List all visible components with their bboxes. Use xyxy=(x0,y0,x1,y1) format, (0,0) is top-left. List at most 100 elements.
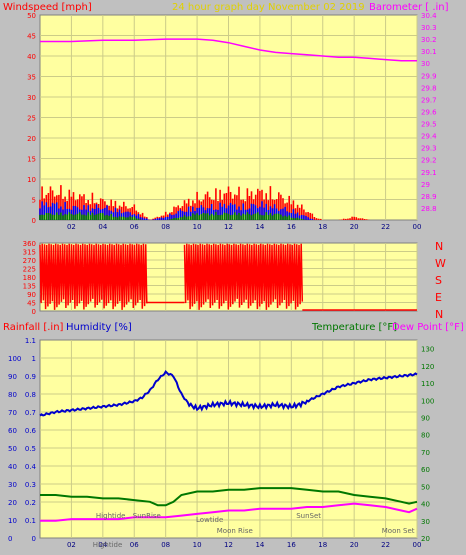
direction-y-tick: 315 xyxy=(23,249,36,257)
baro-y-tick: 29.9 xyxy=(421,72,437,80)
humidity-y-tick: 10 xyxy=(8,517,17,525)
direction-y-tick: 90 xyxy=(27,291,36,299)
baro-y-tick: 29.7 xyxy=(421,96,437,104)
wind-x-tick: 14 xyxy=(255,223,264,231)
rainfall-y-tick: 0.5 xyxy=(25,445,36,453)
direction-y-tick: 180 xyxy=(23,274,36,282)
temperature-y-tick: 100 xyxy=(421,397,434,405)
direction-y-tick: 225 xyxy=(23,266,36,274)
baro-y-tick: 29.2 xyxy=(421,157,437,165)
climate-x-tick: 08 xyxy=(161,541,170,549)
climate-x-tick: 12 xyxy=(224,541,233,549)
direction-y-tick: 45 xyxy=(27,300,36,308)
humidity-y-tick: 30 xyxy=(8,481,17,489)
baro-y-tick: 29.6 xyxy=(421,108,437,116)
rainfall-y-tick: 0.2 xyxy=(25,499,36,507)
rainfall-y-tick: 0.6 xyxy=(25,427,37,435)
rainfall-y-tick: 0.8 xyxy=(25,391,36,399)
climate-x-tick: 00 xyxy=(413,541,422,549)
direction-compass-label: S xyxy=(435,274,442,287)
climate-x-tick: 22 xyxy=(381,541,390,549)
wind-y-tick: 50 xyxy=(27,12,36,20)
windspeed-label: Windspeed [mph] xyxy=(3,2,92,13)
humidity-line xyxy=(39,369,418,417)
temperature-y-tick: 120 xyxy=(421,363,434,371)
temperature-y-tick: 90 xyxy=(421,414,430,422)
baro-y-tick: 28.9 xyxy=(421,193,437,201)
humidity-y-tick: 80 xyxy=(8,391,17,399)
wind-x-tick: 08 xyxy=(161,223,170,231)
wind-y-tick: 15 xyxy=(27,156,36,164)
event-label: Lowtide xyxy=(196,516,223,524)
baro-y-tick: 28.8 xyxy=(421,205,437,213)
wind-y-tick: 25 xyxy=(27,115,36,123)
climate-x-tick: 04 xyxy=(98,541,107,549)
temperature-y-tick: 50 xyxy=(421,483,430,491)
direction-y-tick: 360 xyxy=(23,240,36,248)
direction-y-tick: 270 xyxy=(23,257,36,265)
wind-x-tick: 02 xyxy=(67,223,76,231)
wind-x-tick: 00 xyxy=(413,223,422,231)
wind-x-tick: 04 xyxy=(98,223,107,231)
event-label: Hightide xyxy=(93,541,123,549)
humidity-y-tick: 90 xyxy=(8,373,17,381)
event-label: SunSet xyxy=(296,512,321,520)
dewpoint-label: Dew Point [°F] xyxy=(392,322,464,333)
rainfall-y-tick: 0.3 xyxy=(25,481,36,489)
direction-y-tick: 0 xyxy=(32,308,36,316)
climate-x-tick: 10 xyxy=(193,541,202,549)
wind-x-tick: 18 xyxy=(318,223,327,231)
humidity-y-tick: 40 xyxy=(8,463,17,471)
direction-oscillation xyxy=(39,243,148,310)
rainfall-y-tick: 0.1 xyxy=(25,517,36,525)
humidity-y-tick: 0 xyxy=(8,535,12,543)
baro-y-tick: 30.2 xyxy=(421,36,437,44)
rainfall-y-tick: 1 xyxy=(32,355,36,363)
humidity-y-tick: 100 xyxy=(8,355,21,363)
temperature-y-tick: 80 xyxy=(421,432,430,440)
climate-x-tick: 14 xyxy=(255,541,264,549)
climate-x-tick: 20 xyxy=(350,541,359,549)
temperature-y-tick: 60 xyxy=(421,466,430,474)
wind-y-tick: 40 xyxy=(27,53,36,61)
rainfall-y-tick: 0 xyxy=(32,535,36,543)
baro-y-tick: 30 xyxy=(421,60,430,68)
wind-x-tick: 22 xyxy=(381,223,390,231)
wind-x-tick: 10 xyxy=(193,223,202,231)
wind-y-tick: 10 xyxy=(27,176,36,184)
graph-title: 24 hour graph day November 02 2019 xyxy=(172,2,365,13)
wind-x-tick: 20 xyxy=(350,223,359,231)
direction-oscillation xyxy=(183,243,304,310)
wind-y-tick: 35 xyxy=(27,74,36,82)
barometer-line xyxy=(40,38,417,62)
wind-x-tick: 06 xyxy=(130,223,139,231)
barometer-label: Barometer [ .in] xyxy=(369,2,449,13)
direction-compass-label: E xyxy=(435,291,442,304)
event-label: Moon Set xyxy=(382,527,415,535)
baro-y-tick: 29.8 xyxy=(421,84,437,92)
climate-x-tick: 06 xyxy=(130,541,139,549)
rainfall-y-tick: 0.9 xyxy=(25,373,36,381)
wind-x-tick: 12 xyxy=(224,223,233,231)
wind-y-tick: 30 xyxy=(27,94,36,102)
humidity-y-tick: 60 xyxy=(8,427,17,435)
event-label: Hightide xyxy=(96,512,126,520)
temperature-label: Temperature [°F] xyxy=(311,322,397,333)
event-label: SunRise xyxy=(133,512,161,520)
direction-compass-label: N xyxy=(435,240,443,253)
temperature-y-tick: 110 xyxy=(421,380,434,388)
wind-y-tick: 20 xyxy=(27,135,36,143)
climate-x-tick: 02 xyxy=(67,541,76,549)
baro-y-tick: 30.3 xyxy=(421,24,437,32)
event-label: Moon Rise xyxy=(217,527,253,535)
temperature-y-tick: 70 xyxy=(421,449,430,457)
rainfall-y-tick: 0.7 xyxy=(25,409,36,417)
baro-y-tick: 30.4 xyxy=(421,12,437,20)
humidity-label: Humidity [%] xyxy=(66,322,132,333)
rainfall-y-tick: 1.1 xyxy=(25,337,36,345)
wind-x-tick: 16 xyxy=(287,223,296,231)
wind-y-tick: 0 xyxy=(32,217,36,225)
baro-y-tick: 29.5 xyxy=(421,121,437,129)
